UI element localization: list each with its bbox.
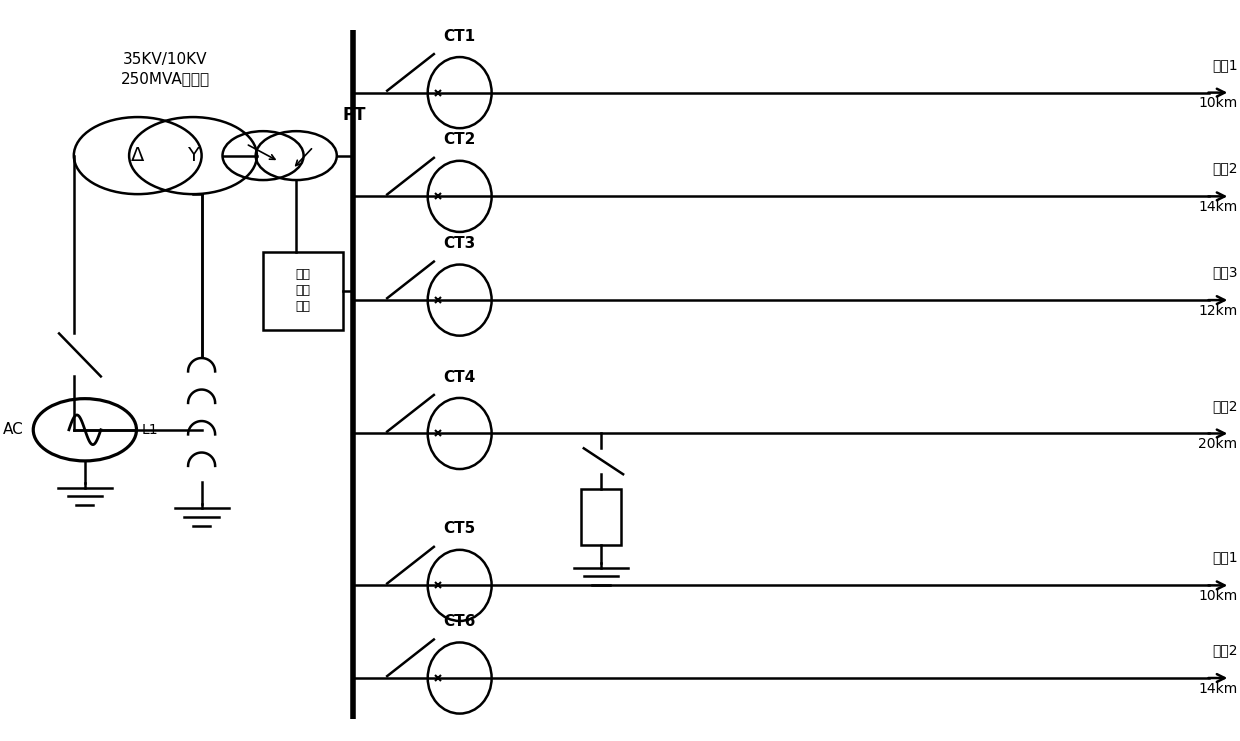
Text: 10km: 10km [1198,589,1238,603]
Text: CT1: CT1 [444,29,476,44]
Text: L1: L1 [141,423,157,436]
Text: AC: AC [2,422,24,437]
Text: 线路2: 线路2 [1211,162,1238,176]
Text: 35KV/10KV
250MVA变压器: 35KV/10KV 250MVA变压器 [120,52,210,86]
Text: 线路2: 线路2 [1211,399,1238,413]
Text: CT5: CT5 [444,522,476,536]
Text: CT6: CT6 [444,614,476,629]
Text: 线路3: 线路3 [1211,265,1238,279]
Text: CT4: CT4 [444,370,476,385]
Text: 线路2: 线路2 [1211,643,1238,657]
Text: PT: PT [343,106,367,124]
Bar [263,252,343,330]
Text: 12km: 12km [1198,304,1238,318]
Text: CT2: CT2 [444,133,476,147]
Text: 10km: 10km [1198,96,1238,110]
Text: CT3: CT3 [444,236,476,251]
Text: 线路1: 线路1 [1211,551,1238,565]
Text: Δ: Δ [131,146,144,165]
Bar [582,489,621,545]
Text: 14km: 14km [1198,682,1238,696]
Text: Y: Y [187,146,198,165]
Text: 14km: 14km [1198,200,1238,214]
Text: 20km: 20km [1198,437,1238,451]
Text: 电压
监测
单元: 电压 监测 单元 [295,268,310,313]
Text: 线路1: 线路1 [1211,58,1238,72]
